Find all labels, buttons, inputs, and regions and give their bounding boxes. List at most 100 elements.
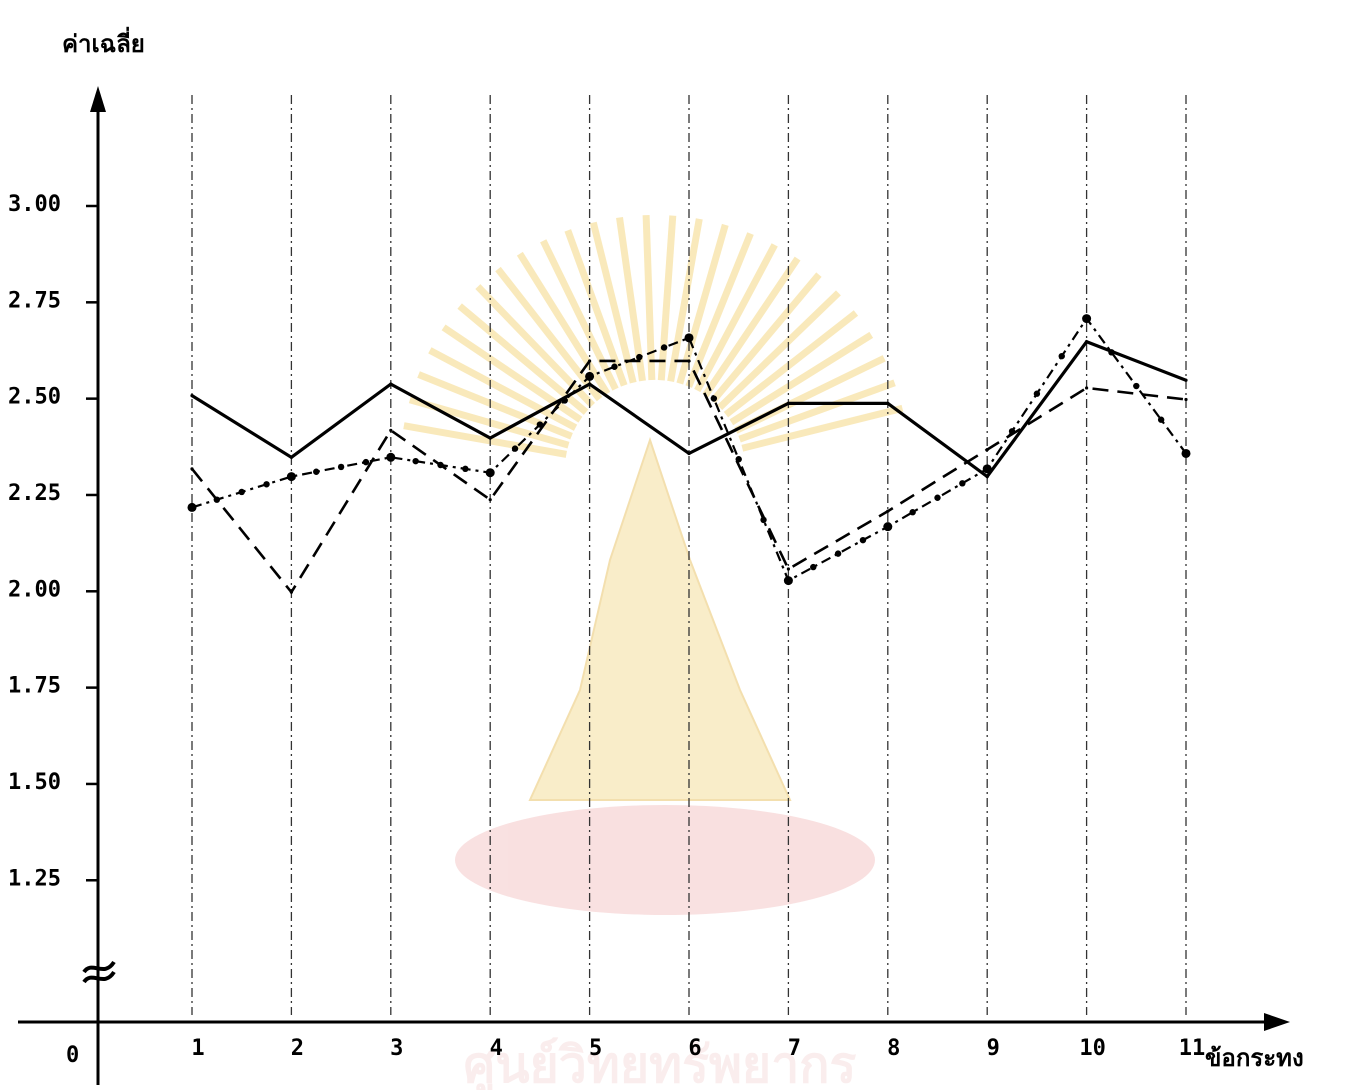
watermark-ray — [667, 218, 703, 382]
series-point — [1133, 382, 1140, 390]
watermark-ray — [417, 371, 573, 440]
series-point — [536, 421, 544, 428]
y-tick-label: 2.00 — [8, 577, 61, 602]
series-point — [1033, 390, 1041, 397]
series-point — [585, 371, 595, 381]
series-point — [389, 382, 393, 386]
series-point — [386, 452, 396, 462]
series-point — [213, 496, 221, 503]
series-point — [1085, 340, 1089, 344]
series-point — [1082, 314, 1092, 324]
watermark-ray — [642, 215, 656, 381]
x-tick-label: 4 — [490, 1036, 503, 1061]
watermark-ray — [564, 229, 628, 387]
series-point — [760, 516, 767, 524]
watermark-ray — [702, 256, 801, 398]
series-point — [959, 480, 966, 487]
y-axis-arrow — [90, 86, 106, 112]
watermark-ray — [723, 310, 859, 418]
series-point — [362, 458, 370, 466]
series-point — [190, 467, 194, 471]
y-tick-label: 3.00 — [8, 192, 61, 217]
series-point — [313, 468, 320, 475]
watermark-text: ศูนย์วิทยทรัพยากร — [464, 1036, 857, 1090]
series-point — [389, 428, 393, 432]
series-point — [488, 498, 492, 502]
series-point — [1181, 448, 1191, 458]
y-tick-label: 2.25 — [8, 481, 61, 506]
watermark-ray — [457, 303, 589, 415]
series-point — [485, 468, 495, 478]
x-tick-label: 7 — [788, 1036, 801, 1061]
series-point — [1184, 378, 1188, 382]
series-point — [561, 397, 568, 404]
series-point — [834, 550, 842, 557]
series-point — [687, 451, 691, 456]
y-tick-label: 2.50 — [8, 385, 61, 410]
series-point — [611, 363, 618, 370]
watermark-ray — [403, 422, 567, 458]
watermark-ray — [540, 239, 619, 391]
series-point — [810, 563, 817, 571]
series-point — [859, 536, 867, 544]
series-point — [783, 576, 793, 586]
series-point — [412, 457, 419, 465]
watermark-emblem: ศูนย์วิทยทรัพยากร — [403, 215, 904, 1090]
x-tick-label: 6 — [688, 1036, 701, 1061]
watermark-ray — [738, 379, 896, 443]
series-point — [886, 509, 890, 513]
y-axis-title: ค่าเฉลี่ย — [62, 26, 145, 58]
watermark-base — [455, 805, 875, 915]
x-tick-label: 8 — [887, 1036, 900, 1061]
series-point — [786, 567, 791, 571]
series-point — [437, 461, 444, 469]
series-point — [687, 359, 691, 363]
x-axis-title: ข้อกระทง — [1205, 1044, 1304, 1072]
x-tick-label: 3 — [390, 1036, 403, 1061]
vertical-grid — [191, 95, 1187, 1015]
series-point — [511, 445, 519, 452]
watermark-ray — [729, 331, 874, 426]
series-point — [588, 359, 592, 363]
watermark-ray — [676, 223, 729, 385]
series-point — [190, 394, 194, 398]
x-tick-label: 10 — [1079, 1036, 1106, 1061]
watermark-ray — [428, 347, 578, 431]
series-point — [337, 463, 345, 471]
series-point — [982, 464, 992, 474]
series-point — [886, 401, 890, 405]
series-point — [786, 401, 791, 405]
y-tick-label: 1.75 — [8, 674, 61, 699]
y-tick-label: 1.25 — [8, 866, 61, 891]
series-point — [462, 465, 469, 473]
watermark-ray — [717, 290, 841, 410]
x-ticks: 1 2 3 4 5 6 7 8 9 10 11 — [191, 1036, 1205, 1061]
watermark-ray — [495, 266, 603, 402]
series-point — [1085, 386, 1089, 390]
origin-label: 0 — [66, 1043, 79, 1068]
x-tick-label: 9 — [987, 1036, 1000, 1061]
y-tick-label: 2.75 — [8, 288, 61, 313]
watermark-ray — [694, 243, 778, 393]
series-point — [187, 502, 197, 512]
series-point — [588, 382, 592, 386]
series-point — [1157, 416, 1165, 423]
series-point — [684, 333, 694, 343]
watermark-ray — [516, 251, 611, 396]
series-point — [289, 590, 293, 594]
axis-break-icon — [82, 960, 116, 984]
series-point — [263, 481, 270, 488]
series-point — [985, 447, 989, 452]
x-tick-label: 1 — [191, 1036, 204, 1061]
watermark-ray — [710, 272, 822, 404]
series-point — [1008, 428, 1016, 435]
series-point — [985, 474, 989, 479]
series-point — [660, 344, 668, 351]
y-ticks: 3.00 2.75 2.50 2.25 2.00 1.75 1.50 1.25 — [8, 192, 98, 891]
watermark-ray — [589, 221, 637, 384]
series-point — [883, 522, 893, 532]
series-point — [710, 395, 718, 402]
x-tick-label: 11 — [1179, 1036, 1206, 1061]
watermark-stupa — [528, 436, 792, 801]
